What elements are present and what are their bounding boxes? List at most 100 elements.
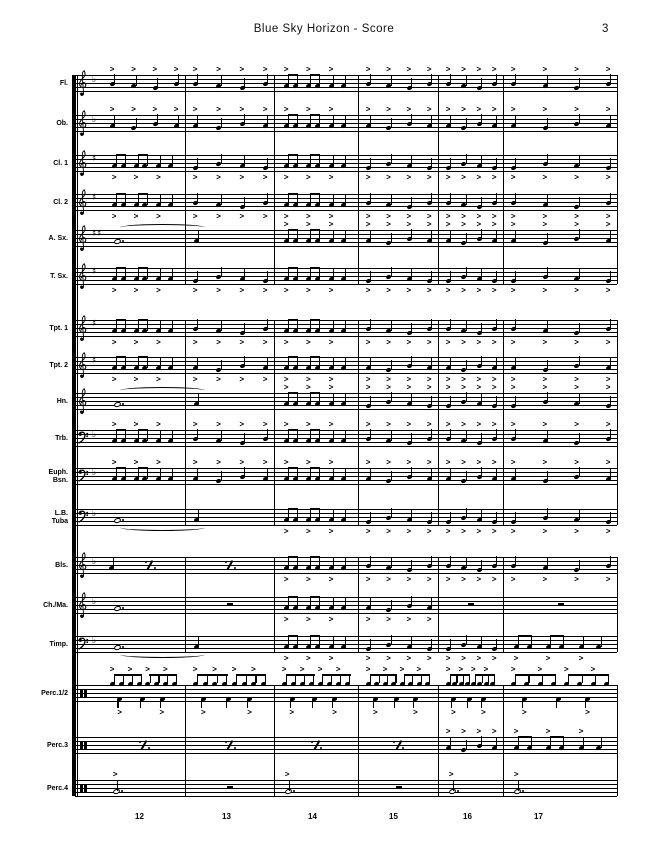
accent-mark: > bbox=[460, 103, 467, 114]
note-stem bbox=[146, 268, 148, 279]
accent-mark: > bbox=[426, 418, 432, 429]
note-stem bbox=[172, 469, 174, 479]
accent-mark: > bbox=[283, 210, 289, 221]
note-stem bbox=[431, 429, 433, 439]
note-stem bbox=[198, 510, 200, 520]
note-stem bbox=[515, 74, 517, 84]
accent-mark: > bbox=[605, 381, 611, 392]
note-stem bbox=[345, 321, 347, 331]
note-stem bbox=[370, 358, 372, 368]
tie-arc bbox=[120, 224, 206, 231]
accent-mark: > bbox=[426, 652, 432, 663]
note-stem bbox=[451, 699, 453, 708]
staff-line bbox=[75, 509, 617, 510]
note-stem bbox=[310, 430, 312, 441]
note-stem bbox=[172, 269, 174, 279]
note-stem bbox=[530, 737, 532, 748]
barline bbox=[617, 685, 618, 796]
accent-mark: > bbox=[513, 725, 519, 736]
accent-mark: > bbox=[262, 456, 268, 467]
accent-mark: > bbox=[563, 663, 570, 674]
note-stem bbox=[370, 469, 372, 479]
note-stem bbox=[450, 319, 452, 329]
note-stem bbox=[160, 321, 162, 331]
note-stem bbox=[370, 556, 372, 566]
accent-mark: > bbox=[385, 381, 392, 392]
accent-mark: > bbox=[385, 573, 392, 584]
note-stem bbox=[465, 195, 467, 205]
note-stem bbox=[610, 271, 612, 281]
accent-mark: > bbox=[283, 336, 289, 347]
note-stem bbox=[496, 429, 498, 439]
accent-mark: > bbox=[491, 63, 497, 74]
staff-line bbox=[75, 127, 617, 128]
note-stem bbox=[431, 358, 433, 368]
accent-mark: > bbox=[445, 381, 451, 392]
eighth-beam bbox=[137, 319, 148, 322]
note-stem bbox=[410, 394, 412, 404]
eighth-beam bbox=[288, 429, 299, 432]
accent-mark: > bbox=[573, 573, 580, 584]
note-stem bbox=[481, 699, 483, 708]
note-stem bbox=[450, 193, 452, 203]
accent-mark: > bbox=[262, 103, 268, 114]
aug-dot bbox=[122, 518, 124, 521]
accent-mark: > bbox=[590, 663, 596, 674]
note-stem bbox=[116, 194, 118, 205]
accent-mark: > bbox=[173, 63, 179, 74]
note-stem bbox=[450, 116, 452, 126]
staff-label-cl1: Cl. 1 bbox=[53, 160, 68, 167]
accent-mark: > bbox=[385, 284, 392, 295]
staff-line bbox=[75, 167, 617, 168]
accent-mark: > bbox=[476, 103, 482, 114]
note-stem bbox=[198, 637, 200, 647]
note-stem bbox=[197, 358, 199, 368]
accent-mark: > bbox=[476, 418, 482, 429]
accent-mark: > bbox=[283, 613, 289, 624]
accent-mark: > bbox=[476, 336, 482, 347]
accent-mark: > bbox=[385, 218, 392, 229]
accent-mark: > bbox=[130, 103, 137, 114]
note-stem bbox=[319, 468, 321, 479]
accent-mark: > bbox=[542, 456, 548, 467]
key-signature: ♭ bbox=[92, 75, 97, 85]
accent-mark: > bbox=[239, 418, 245, 429]
staff-label-cl2: Cl. 2 bbox=[53, 199, 68, 206]
accent-mark: > bbox=[445, 284, 451, 295]
accent-mark: > bbox=[239, 336, 245, 347]
accent-mark: > bbox=[365, 218, 371, 229]
drum-beam bbox=[370, 674, 397, 677]
note-stem bbox=[496, 396, 498, 406]
staff-label-hn: Hn. bbox=[56, 398, 68, 405]
accent-mark: > bbox=[510, 381, 516, 392]
note-stem bbox=[288, 357, 290, 368]
staff-line bbox=[75, 357, 617, 358]
accent-mark: > bbox=[365, 336, 371, 347]
accent-mark: > bbox=[328, 218, 334, 229]
note-stem bbox=[518, 737, 520, 748]
note-stem bbox=[515, 158, 517, 168]
accent-mark: > bbox=[365, 456, 371, 467]
note-stem bbox=[550, 636, 552, 647]
accent-mark: > bbox=[328, 652, 334, 663]
note-stem bbox=[390, 431, 392, 441]
accent-mark: > bbox=[262, 418, 268, 429]
accent-mark: > bbox=[537, 663, 543, 674]
note-stem bbox=[546, 154, 548, 164]
accent-mark: > bbox=[605, 210, 611, 221]
note-stem bbox=[243, 433, 245, 443]
staff-label-tpt1: Tpt. 1 bbox=[49, 325, 68, 332]
note-stem bbox=[313, 674, 315, 683]
note-stem bbox=[581, 674, 583, 683]
note-stem bbox=[515, 271, 517, 281]
note-stem bbox=[583, 637, 585, 647]
note-stem bbox=[515, 358, 517, 368]
accent-mark: > bbox=[491, 171, 497, 182]
accent-mark: > bbox=[385, 171, 392, 182]
measure-repeat-icon bbox=[153, 566, 156, 569]
eighth-beam bbox=[115, 356, 127, 359]
note-stem bbox=[610, 512, 612, 522]
accent-mark: > bbox=[476, 573, 482, 584]
accent-mark: > bbox=[450, 706, 457, 717]
note-stem bbox=[390, 76, 392, 86]
